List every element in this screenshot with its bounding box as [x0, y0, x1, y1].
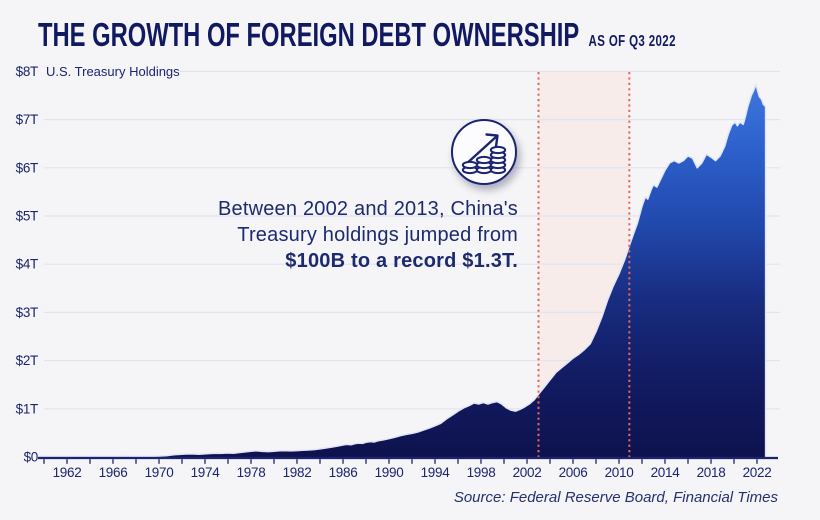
- x-tick-label: 1986: [329, 465, 358, 480]
- arrow-head: [485, 133, 499, 148]
- y-gridlines: [44, 70, 780, 410]
- y-tick-label: $2T: [16, 353, 38, 368]
- page-title: THE GROWTH OF FOREIGN DEBT OWNERSHIP: [38, 16, 580, 53]
- coins-growth-icon-art: [461, 133, 507, 175]
- y-tick-label: $4T: [16, 257, 38, 272]
- y-tick-label: $3T: [16, 305, 38, 320]
- y-axis-unit-label: U.S. Treasury Holdings: [46, 64, 180, 79]
- china-annotation: Between 2002 and 2013, China's Treasury …: [218, 196, 518, 274]
- x-tick-label: 1966: [99, 465, 128, 480]
- x-tick-label: 1994: [421, 465, 451, 480]
- y-tick-label: $7T: [16, 112, 38, 127]
- header: THE GROWTH OF FOREIGN DEBT OWNERSHIP AS …: [38, 16, 820, 54]
- x-tick-label: 1970: [145, 465, 174, 480]
- x-tick-label: 2022: [743, 465, 772, 480]
- annotation-line-2: Treasury holdings jumped from: [237, 224, 518, 246]
- y-tick-label: $0: [24, 450, 38, 465]
- x-axis-labels: 1962 1966 1970 1974 1978 1982 1986 1990 1994 1998…: [53, 465, 772, 480]
- area-series: [39, 84, 766, 458]
- y-tick-label: $8T: [16, 64, 38, 79]
- arrow-shaft: [463, 134, 499, 167]
- y-axis-labels: $0 $1T $2T $3T $4T $5T $6T $7T $8T: [16, 64, 39, 465]
- x-tick-label: 2006: [559, 465, 588, 480]
- coins-growth-icon: [451, 119, 517, 185]
- y-tick-label: $5T: [16, 209, 38, 224]
- y-tick-label: $6T: [16, 160, 38, 175]
- y-tick-label: $1T: [16, 401, 38, 416]
- x-tick-label: 1962: [53, 465, 82, 480]
- x-tick-label: 1982: [283, 465, 312, 480]
- x-tick-label: 1998: [467, 465, 496, 480]
- x-tick-label: 1978: [237, 465, 266, 480]
- x-tick-label: 2002: [513, 465, 542, 480]
- x-tick-label: 2014: [651, 465, 681, 480]
- area-series-edge: [39, 83, 767, 458]
- annotation-line-3: $100B to a record $1.3T.: [285, 250, 518, 272]
- as-of-label: AS OF Q3 2022: [588, 33, 676, 50]
- x-tick-label: 2018: [697, 465, 726, 480]
- x-tick-label: 1974: [191, 465, 221, 480]
- x-axis-ticks: [43, 459, 758, 464]
- source-attribution: Source: Federal Reserve Board, Financial…: [453, 489, 778, 506]
- x-tick-label: 2010: [605, 465, 634, 480]
- x-tick-label: 1990: [375, 465, 404, 480]
- annotation-line-1: Between 2002 and 2013, China's: [217, 198, 518, 220]
